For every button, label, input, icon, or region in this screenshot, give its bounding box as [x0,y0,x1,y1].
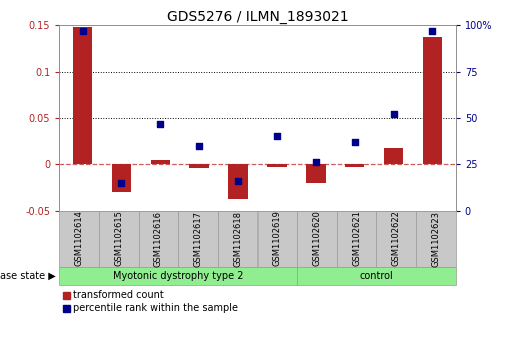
Text: Myotonic dystrophy type 2: Myotonic dystrophy type 2 [113,270,244,281]
Bar [112,164,131,192]
Text: GSM1102620: GSM1102620 [313,211,321,266]
Text: transformed count: transformed count [73,290,164,299]
Point [117,180,126,186]
Bar [384,148,403,164]
Text: GSM1102622: GSM1102622 [392,211,401,266]
Point [195,143,203,149]
Bar [178,211,218,266]
Text: GSM1102615: GSM1102615 [114,211,123,266]
Bar [139,211,178,266]
Text: GSM1102616: GSM1102616 [154,211,163,266]
Bar [63,305,70,311]
Text: control: control [359,270,393,281]
Bar [416,211,456,266]
Bar [218,211,258,266]
Text: GSM1102619: GSM1102619 [273,211,282,266]
Bar [337,211,376,266]
Bar [73,27,92,164]
Point [312,159,320,165]
Text: GSM1102617: GSM1102617 [194,211,202,266]
Bar [190,164,209,168]
Bar [297,266,456,285]
Bar [228,164,248,199]
Text: GSM1102621: GSM1102621 [352,211,361,266]
Bar [306,164,325,183]
Point [78,28,87,34]
Bar [376,211,416,266]
Bar [258,211,297,266]
Bar [99,211,139,266]
Text: percentile rank within the sample: percentile rank within the sample [73,302,238,313]
Point [351,139,359,145]
Point [156,121,164,126]
Point [389,111,398,117]
Text: GSM1102618: GSM1102618 [233,211,242,266]
Bar [59,211,99,266]
Bar [63,291,70,298]
Point [428,28,437,34]
Bar [267,164,287,167]
Title: GDS5276 / ILMN_1893021: GDS5276 / ILMN_1893021 [167,11,348,24]
Bar [150,160,170,164]
Bar [59,266,297,285]
Point [234,178,242,184]
Text: disease state ▶: disease state ▶ [0,270,56,281]
Point [273,134,281,139]
Text: GSM1102614: GSM1102614 [75,211,83,266]
Bar [423,37,442,164]
Bar [345,164,365,167]
Text: GSM1102623: GSM1102623 [432,211,440,266]
Bar [297,211,337,266]
